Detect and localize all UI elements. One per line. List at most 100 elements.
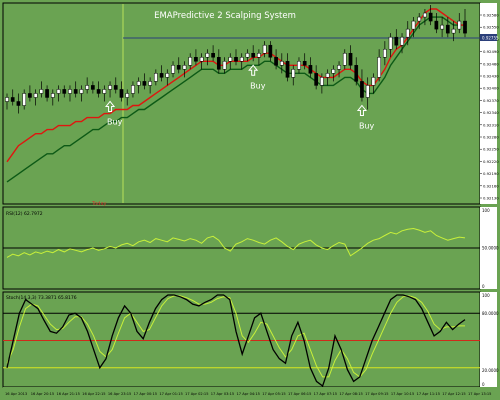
candle — [405, 28, 410, 38]
candle — [285, 61, 290, 78]
rsi-panel: RSI(12) 62.7972 100 50.0000 0 — [2, 206, 499, 290]
stoch-plot — [3, 294, 480, 388]
candle — [428, 12, 433, 22]
time-tick-label: 16 Apr 21:15 — [56, 392, 79, 396]
price-tick-label: 0.92430 — [483, 74, 499, 79]
time-tick-label: 17 Apr 04:15 — [237, 392, 260, 396]
candle — [257, 52, 261, 58]
candle — [62, 89, 67, 94]
candle — [377, 57, 381, 78]
time-tick-label: 17 Apr 07:15 — [314, 392, 337, 396]
buy-arrow-icon — [248, 64, 259, 76]
time-tick-label: 17 Apr 06:15 — [288, 392, 311, 396]
ema-slow-line — [6, 16, 465, 183]
price-tick-label: 0.92550 — [483, 25, 499, 30]
candle — [388, 36, 393, 50]
stoch-axis-label: 0 — [482, 382, 485, 387]
candle — [28, 93, 32, 98]
candle — [125, 93, 130, 98]
candle — [348, 52, 353, 66]
time-tick-label: 16 Apr 20:15 — [31, 392, 54, 396]
buy-arrow-icon — [105, 100, 116, 112]
candle — [228, 57, 233, 62]
candle — [5, 97, 9, 102]
candle — [251, 52, 256, 58]
main-panel-frame — [2, 2, 481, 205]
rsi-axis-label: 0 — [482, 284, 485, 289]
candle — [165, 73, 170, 78]
stoch-panel: Stoch(14,3,3) 73.3871 65.8176 100 80.000… — [2, 291, 499, 388]
candle — [108, 85, 112, 90]
price-tick-label: 0.92310 — [483, 122, 499, 127]
rsi-axis-label: 50.0000 — [482, 246, 499, 251]
time-axis: 16 Apr 2013 16 Apr 20:15 16 Apr 21:15 16 Ap… — [3, 387, 497, 398]
price-tick-label: 0.92400 — [483, 86, 499, 91]
buy-arrow-icon — [356, 104, 367, 116]
candle — [22, 93, 27, 106]
price-tick-label: 0.92250 — [483, 147, 499, 152]
candle — [45, 89, 49, 98]
time-tick-label: 17 Apr 02:15 — [185, 392, 208, 396]
time-tick-label: 17 Apr 05:15 — [262, 392, 285, 396]
candle — [434, 20, 439, 30]
candle — [171, 65, 175, 74]
time-tick-label: 17 Apr 12:15 — [442, 392, 465, 396]
time-tick-label: 17 Apr 08:15 — [339, 392, 362, 396]
candle — [222, 61, 227, 70]
stoch-panel-frame — [2, 291, 481, 388]
price-plot: Buy Buy Buy — [5, 4, 480, 203]
price-tick-label: 0.92160 — [483, 183, 499, 188]
candle — [33, 93, 38, 98]
candle — [79, 89, 84, 94]
stoch-axis-label: 20.0000 — [482, 368, 499, 373]
time-tick-label: 17 Apr 03:15 — [211, 392, 234, 396]
time-tick-label: 17 Apr 09:15 — [365, 392, 388, 396]
buy-signal-label: Buy — [359, 121, 375, 130]
candle — [394, 36, 399, 46]
candle — [279, 61, 284, 66]
candle — [102, 89, 107, 94]
candle — [331, 69, 336, 74]
candle — [113, 85, 118, 90]
candle — [234, 57, 238, 62]
candle — [423, 12, 427, 18]
rsi-line — [6, 227, 466, 258]
candle — [440, 24, 444, 30]
candle — [314, 73, 318, 86]
candle — [245, 52, 250, 58]
candle — [400, 36, 404, 46]
price-tick-label: 0.92370 — [483, 98, 499, 103]
candle — [417, 16, 422, 22]
price-tick-label: 0.92340 — [483, 110, 499, 115]
candle — [451, 28, 456, 34]
candle — [73, 89, 78, 94]
time-tick-label: 17 Apr 01:15 — [159, 392, 182, 396]
price-axis: 0.925800.925500.925200.924900.924600.924… — [480, 3, 499, 204]
price-tick-label: 0.92460 — [483, 61, 499, 66]
candle — [308, 65, 313, 74]
candle — [68, 89, 72, 94]
chart-title: EMAPredictive 2 Scalping System — [154, 11, 296, 21]
candle — [39, 89, 44, 94]
time-tick-label: 17 Apr 13:15 — [468, 392, 491, 396]
candle — [142, 81, 147, 86]
candle — [411, 20, 416, 30]
candle — [360, 81, 364, 98]
candle — [50, 93, 55, 98]
stoch-signal-line — [6, 295, 465, 378]
candle — [216, 57, 221, 70]
candle — [354, 65, 359, 82]
stoch-axis-label: 80.0000 — [482, 311, 499, 316]
candle — [136, 81, 141, 86]
candle — [85, 85, 90, 90]
time-tick-label: 16 Apr 2013 — [5, 392, 27, 396]
candle — [194, 57, 198, 62]
candle — [205, 52, 210, 58]
rsi-plot — [3, 227, 480, 258]
time-axis-strip — [3, 387, 497, 398]
candle — [383, 48, 387, 58]
candle — [463, 20, 467, 34]
candle — [199, 57, 204, 62]
price-tick-label: 0.92190 — [483, 171, 499, 176]
